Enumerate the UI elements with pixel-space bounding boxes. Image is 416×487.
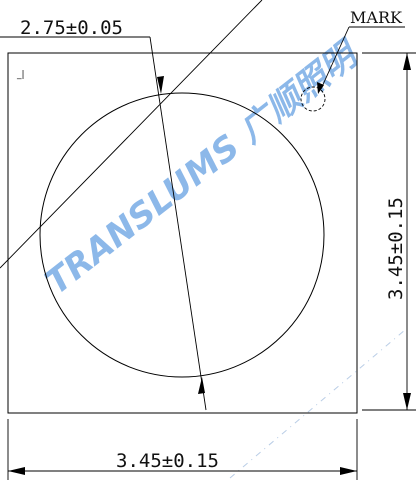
diameter-arrow-bottom (198, 377, 205, 394)
width-label: 3.45±0.15 (116, 450, 219, 472)
diagonal-leader (0, 0, 263, 269)
mark-label: MARK (350, 8, 403, 27)
width-arrow-left (8, 467, 25, 475)
package-outline (7, 52, 358, 414)
pin-mark: _| (16, 70, 25, 80)
lens-circle (39, 92, 325, 378)
mark-leader (320, 26, 350, 90)
mark-leader-arrow (317, 82, 324, 94)
diameter-label: 2.75±0.05 (20, 17, 123, 39)
watermark-streak (229, 329, 406, 479)
height-label: 3.45±0.15 (385, 197, 407, 300)
height-arrow-bottom (403, 393, 411, 410)
height-arrow-top (403, 53, 411, 70)
width-arrow-right (340, 467, 357, 475)
watermark: TRANSLUMS 广顺照明 (38, 32, 369, 303)
mark-circle (300, 86, 326, 112)
diameter-arrow-top (157, 76, 164, 94)
watermark-text: TRANSLUMS 广顺照明 (38, 32, 369, 303)
diameter-dim-line (149, 36, 207, 411)
